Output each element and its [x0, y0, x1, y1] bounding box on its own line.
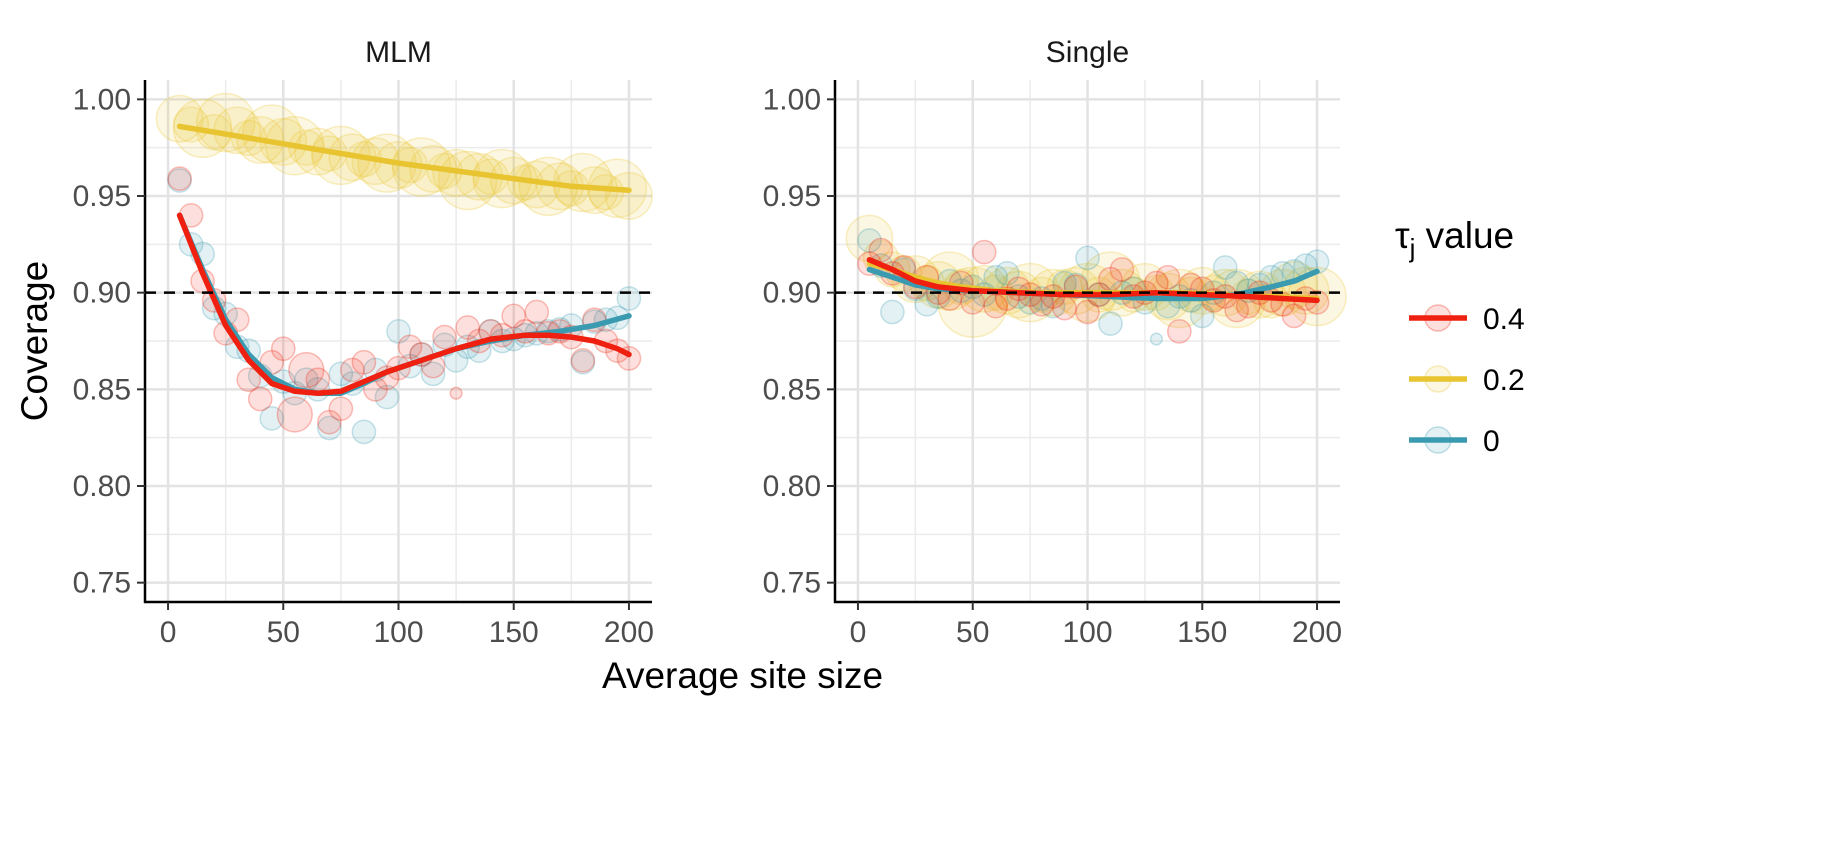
data-point — [983, 293, 1009, 319]
data-point — [449, 386, 463, 400]
y-tick-label: 0.95 — [73, 180, 131, 213]
data-point — [167, 168, 192, 193]
data-point — [270, 336, 296, 362]
trend-line-tau-0.4 — [866, 257, 1320, 304]
y-tick-label: 1.00 — [73, 83, 131, 116]
y-tick-label: 0.85 — [763, 373, 821, 406]
trend-line-tau-0.4 — [176, 212, 632, 396]
legend-entry: 0.4 — [1409, 303, 1525, 336]
x-axis-title: Average site size — [602, 655, 883, 696]
data-point — [247, 386, 273, 412]
data-point — [351, 349, 377, 375]
y-tick-label: 0.75 — [763, 567, 821, 600]
data-point — [317, 409, 342, 435]
data-point — [616, 286, 642, 311]
data-point — [236, 367, 262, 393]
y-tick-label: 0.95 — [763, 180, 821, 213]
data-point — [276, 396, 313, 433]
data-point — [1212, 255, 1238, 280]
y-tick-label: 0.75 — [73, 567, 131, 600]
data-point — [1281, 303, 1307, 329]
x-tick-label: 150 — [1177, 616, 1227, 649]
y-tick-label: 0.85 — [73, 373, 131, 406]
legend-entry: 0.2 — [1409, 364, 1525, 397]
data-point — [386, 318, 411, 344]
points-tau-0 — [167, 168, 642, 445]
x-tick-label: 50 — [956, 616, 989, 649]
x-tick-label: 100 — [1062, 616, 1112, 649]
x-tick-label: 200 — [1292, 616, 1342, 649]
panel-1: 0.75 0.80 0.85 0.90 0.95 1.00 0 50 100 150 200 Sing… — [763, 36, 1347, 649]
trend-line-tau-0.2 — [176, 123, 632, 193]
data-point — [880, 299, 905, 325]
x-tick-label: 150 — [489, 616, 539, 649]
y-tick-label: 0.80 — [763, 470, 821, 503]
x-tick-label: 0 — [160, 616, 177, 649]
data-point — [1166, 318, 1192, 344]
panel-0: 0.75 0.80 0.85 0.90 0.95 1.00 0 50 100 150 200 MLM — [73, 36, 654, 649]
panel-title: MLM — [365, 36, 432, 69]
y-tick-label: 0.80 — [73, 470, 131, 503]
data-point — [605, 172, 653, 220]
data-point — [501, 303, 527, 329]
points-tau-0.2 — [155, 92, 653, 220]
data-point — [570, 347, 596, 373]
legend-title-subscript: j — [1409, 233, 1416, 263]
data-point — [397, 334, 423, 360]
data-point — [1052, 295, 1077, 321]
data-point — [340, 357, 365, 383]
data-point — [259, 405, 285, 431]
data-point — [960, 289, 986, 315]
data-point — [455, 315, 480, 340]
data-point — [1098, 311, 1123, 336]
data-point — [1075, 245, 1100, 271]
data-point — [167, 166, 192, 191]
data-point — [432, 324, 457, 350]
legend-entry: 0 — [1409, 425, 1500, 458]
data-point — [328, 396, 354, 422]
data-point — [1155, 264, 1181, 290]
legend-label: 0 — [1483, 425, 1500, 458]
legend-title: τj value — [1395, 215, 1514, 263]
data-point — [172, 106, 210, 143]
data-point — [328, 361, 354, 387]
data-point — [420, 361, 446, 387]
x-tick-label: 100 — [373, 616, 423, 649]
data-point — [288, 351, 325, 389]
data-point — [317, 415, 342, 441]
data-point — [374, 384, 400, 410]
data-point — [305, 367, 331, 393]
panels-layer: 0.750.800.850.900.951.000 50 100 150 200MLM0… — [73, 36, 1347, 649]
y-tick-label: 0.90 — [763, 277, 821, 310]
legend: τj value 0.4 0.2 0 — [1395, 215, 1525, 458]
data-point — [994, 260, 1020, 286]
data-point — [1075, 299, 1100, 325]
data-point — [437, 150, 498, 211]
legend-label: 0.2 — [1483, 364, 1525, 397]
y-tick-label: 0.90 — [73, 277, 131, 310]
y-tick-label: 1.00 — [763, 83, 821, 116]
data-point — [1189, 303, 1215, 329]
legend-entries: 0.4 0.2 0 — [1409, 303, 1525, 458]
data-point — [971, 239, 997, 265]
data-point — [857, 228, 882, 253]
panel-title: Single — [1046, 36, 1129, 69]
legend-label: 0.4 — [1483, 303, 1525, 336]
legend-title-rest: value — [1415, 215, 1514, 256]
data-point — [351, 419, 377, 445]
data-point — [1109, 257, 1135, 282]
y-axis-title: Coverage — [14, 261, 55, 421]
data-point — [1149, 332, 1163, 346]
data-point — [914, 291, 940, 317]
x-tick-label: 50 — [267, 616, 300, 649]
x-tick-label: 200 — [604, 616, 654, 649]
data-point — [524, 299, 550, 325]
data-point — [570, 349, 596, 375]
legend-title-tau: τ — [1395, 215, 1410, 256]
x-tick-label: 0 — [850, 616, 867, 649]
data-point — [242, 104, 302, 164]
